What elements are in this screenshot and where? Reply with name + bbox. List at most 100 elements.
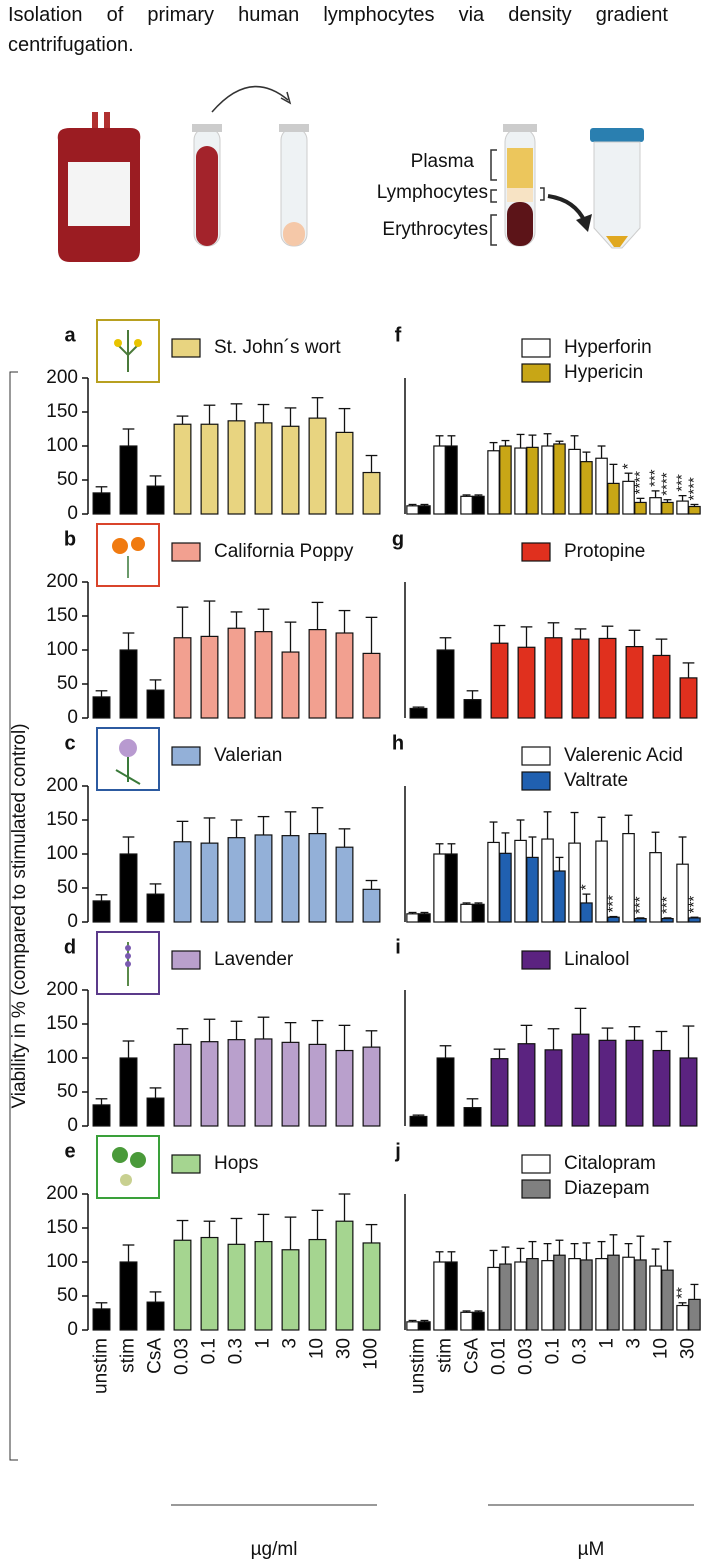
bar [460,495,473,515]
bar [119,1057,138,1127]
bar [200,1041,219,1127]
bar [409,1115,428,1127]
bar [649,1265,662,1331]
bar [418,1321,431,1331]
legend-label: Linalool [564,949,630,970]
panel-letter: a [64,324,76,346]
significance: *** [604,895,621,913]
x-tick-label: 0.03 [172,1338,193,1375]
bar [487,450,500,515]
bar [634,1259,647,1331]
bar [335,632,354,719]
legend-swatch [171,542,201,562]
bar [335,431,354,515]
significance: *** [647,469,664,487]
y-tick-label: 100 [46,843,78,864]
bar [445,1261,458,1331]
bar [406,505,419,515]
bar [571,638,590,719]
legend-swatch [521,746,551,766]
bar [418,913,431,923]
bar [688,505,701,515]
legend-swatch [521,771,551,791]
bar [595,457,608,515]
bar [436,649,455,719]
bar [514,1261,527,1331]
panel-letter: f [395,324,402,346]
header-text: Isolation of primary human lymphocytes v… [8,4,668,56]
x-tick-label: 1 [253,1338,274,1349]
bar [649,497,662,515]
bar [146,1301,165,1331]
legend-label: St. John´s wort [214,337,341,358]
legend-label: Hyperforin [564,337,652,358]
bar [622,1256,635,1331]
bar [571,1033,590,1127]
significance: **** [685,477,702,501]
bar [173,1239,192,1331]
y-tick-label: 150 [46,401,78,422]
bar [335,1049,354,1127]
bar [254,834,273,923]
bar [514,839,527,923]
bar [281,835,300,923]
bar [227,1039,246,1127]
panel-letter: b [64,528,76,550]
bar [460,1311,473,1331]
bar [526,856,539,923]
bar [472,903,485,923]
x-tick-label: unstim [91,1338,112,1394]
legend-label: Lavender [214,949,294,970]
x-tick-label: 30 [334,1338,355,1359]
bar [472,495,485,515]
y-tick-label: 150 [46,1013,78,1034]
x-tick-label: 0.03 [516,1338,537,1375]
bar [227,420,246,515]
bar [499,852,512,923]
significance: *** [685,896,702,914]
bar [254,1038,273,1127]
x-tick-label: stim [435,1338,456,1373]
bar [568,1257,581,1331]
bar [200,1236,219,1331]
y-tick-label: 200 [46,979,78,1000]
bar [308,1238,327,1331]
bar [362,652,381,719]
bar [92,696,111,719]
bar [200,635,219,719]
legend-swatch [171,338,201,358]
bar [146,689,165,719]
bar [92,900,111,923]
bar [652,1049,671,1127]
y-tick-label: 150 [46,605,78,626]
diagram-label: Plasma [411,151,475,172]
bar [487,841,500,923]
x-tick-label: 1 [597,1338,618,1349]
significance: * [577,884,594,890]
bar [607,1254,620,1331]
bar [580,461,593,515]
bar [281,425,300,515]
y-tick-label: 200 [46,1183,78,1204]
bar [92,492,111,515]
bar [227,837,246,923]
bar [433,1261,446,1331]
bar [308,832,327,923]
panel-letter: e [64,1140,75,1162]
bar [679,1057,698,1127]
bar [254,422,273,515]
y-tick-label: 0 [67,707,78,728]
significance: *** [674,474,691,492]
significance: * [620,463,637,469]
legend-swatch [171,950,201,970]
x-axis-label: µg/ml [251,1539,298,1560]
bar [688,1298,701,1331]
legend-label: Valerian [214,745,282,766]
significance: ** [674,1287,691,1299]
x-tick-label: 0.3 [226,1338,247,1364]
bar [541,838,554,923]
legend-label: Valtrate [564,770,628,791]
y-tick-label: 200 [46,367,78,388]
legend-swatch [521,338,551,358]
y-tick-label: 0 [67,911,78,932]
